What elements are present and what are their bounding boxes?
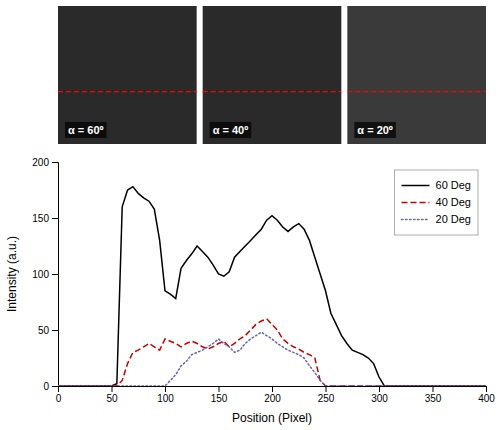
tick-label: 300 — [371, 393, 388, 404]
legend-swatch — [402, 185, 430, 187]
series-line — [58, 332, 486, 386]
tick-mark — [165, 386, 166, 392]
tick-mark — [112, 386, 113, 392]
tick-label: 0 — [56, 393, 62, 404]
plot: 0 50 100 150 200 250 300 350 400 0 50 100 150 200 60 D… — [32, 157, 495, 404]
image-panels: α = 60º α = 40º α = 20º — [58, 6, 486, 144]
tick-mark — [52, 162, 58, 163]
panel-label: α = 60º — [68, 124, 104, 136]
tick-label: 150 — [211, 393, 228, 404]
tick-mark — [219, 386, 220, 392]
chart: α = 60º α = 40º α = 20º 0 50 100 150 200 250 300 3… — [0, 0, 500, 430]
tick: 300 — [371, 386, 388, 404]
tick: 250 — [318, 386, 335, 404]
tick-label: 150 — [32, 213, 49, 224]
tick-label: 50 — [106, 393, 118, 404]
tick-mark — [52, 218, 58, 219]
tick: 50 — [106, 386, 118, 404]
panel-label: α = 40º — [213, 124, 249, 136]
panel-label-background — [65, 122, 107, 138]
tick-mark — [486, 386, 487, 392]
tick: 200 — [264, 386, 281, 404]
tick-label: 50 — [38, 325, 50, 336]
axis-line — [52, 163, 59, 387]
legend: 60 Deg 40 Deg 20 Deg — [395, 170, 478, 235]
tick-mark — [52, 386, 58, 387]
tick: 0 — [56, 386, 62, 404]
tick-label: 200 — [32, 157, 49, 168]
tick-label: 100 — [157, 393, 174, 404]
tick-mark — [433, 386, 434, 392]
panel-background — [347, 6, 486, 144]
y-axis-title: Intensity (a.u.) — [5, 236, 19, 312]
tick: 100 — [32, 269, 58, 280]
tick-label: 350 — [425, 393, 442, 404]
x-axis-title: Position (Pixel) — [232, 411, 312, 425]
panel-reference-line — [58, 91, 197, 92]
tick-label: 250 — [318, 393, 335, 404]
tick: 150 — [211, 386, 228, 404]
tick-mark — [52, 330, 58, 331]
series-line — [58, 319, 486, 386]
tick: 400 — [478, 386, 495, 404]
panel-label-background — [210, 122, 252, 138]
tick-label: 0 — [43, 381, 49, 392]
panel-background — [203, 6, 342, 144]
tick: 50 — [38, 325, 58, 336]
tick-mark — [379, 386, 380, 392]
tick-mark — [52, 274, 58, 275]
tick-label: 400 — [478, 393, 495, 404]
image-panel: α = 60º — [58, 6, 197, 144]
axis-line — [59, 387, 487, 393]
panel-background — [58, 6, 197, 144]
legend-label: 60 Deg — [436, 179, 471, 191]
tick-mark — [326, 386, 327, 392]
tick-label: 100 — [32, 269, 49, 280]
tick: 100 — [157, 386, 174, 404]
tick: 150 — [32, 213, 58, 224]
x-axis: 0 50 100 150 200 250 300 350 400 — [56, 386, 496, 404]
legend-box — [395, 170, 478, 235]
legend-swatch — [402, 219, 430, 221]
tick-mark — [272, 386, 273, 392]
legend-swatch — [402, 202, 430, 204]
tick: 350 — [425, 386, 442, 404]
y-axis: 0 50 100 150 200 — [32, 157, 58, 392]
tick: 0 — [43, 381, 58, 392]
panel-reference-line — [203, 91, 342, 92]
legend-label: 40 Deg — [436, 196, 471, 208]
panel-reference-line — [347, 91, 486, 92]
image-panel: α = 40º — [203, 6, 342, 144]
panel-label: α = 20º — [357, 124, 393, 136]
legend-label: 20 Deg — [436, 213, 471, 225]
tick-label: 200 — [264, 393, 281, 404]
tick: 200 — [32, 157, 58, 168]
image-panel: α = 20º — [347, 6, 486, 144]
panel-label-background — [354, 122, 396, 138]
